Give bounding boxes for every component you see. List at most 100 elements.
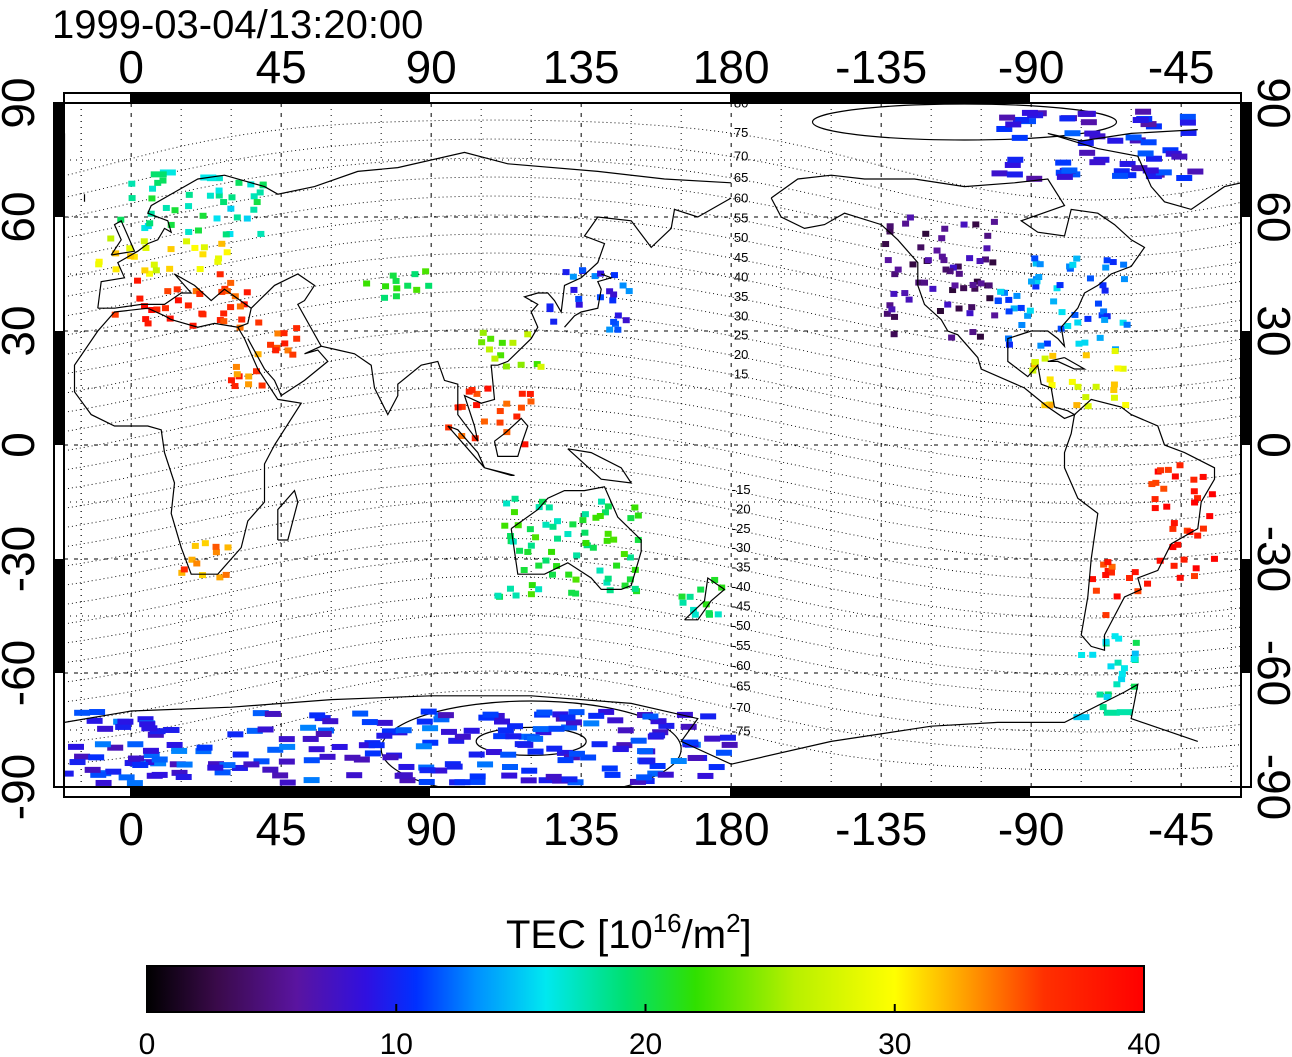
tec-pixel [510, 509, 518, 516]
mag-lat-label: -35 [732, 560, 751, 575]
tec-pixel [527, 398, 535, 405]
tec-pixel [97, 725, 114, 732]
tec-pixel [175, 773, 192, 780]
coastline [567, 448, 633, 484]
tec-pixel [111, 311, 119, 318]
tec-pixel [498, 339, 506, 346]
tec-pixel [161, 305, 169, 312]
tec-pixel [188, 556, 196, 563]
tec-pixel [94, 741, 111, 748]
tec-pixel [1096, 334, 1104, 341]
tec-pixel [1171, 153, 1188, 160]
tec-pixel [126, 245, 134, 252]
tec-pixel [382, 754, 399, 761]
tec-pixel [1162, 147, 1179, 154]
mag-lat-line [64, 461, 1241, 543]
tec-pixel [184, 302, 192, 309]
tec-pixel [64, 770, 74, 777]
tec-pixel [216, 271, 224, 278]
tec-pixel [289, 351, 297, 358]
tec-pixel [518, 390, 526, 397]
tec-pixel [1010, 305, 1018, 312]
tec-pixel [582, 539, 590, 546]
tec-pixel [501, 522, 509, 529]
tec-pixel [469, 778, 486, 785]
tec-pixel [154, 179, 162, 186]
tec-pixel [888, 306, 896, 313]
tec-pixel [556, 749, 573, 756]
tec-pixel [697, 586, 705, 593]
tec-pixel [537, 363, 545, 370]
tec-pixel [568, 750, 585, 757]
tec-pixel [458, 433, 466, 440]
tec-pixel [1005, 308, 1013, 315]
tec-pixel [533, 361, 541, 368]
tec-pixel [1119, 319, 1127, 326]
tec-pixel [219, 762, 236, 769]
colorbar-tick-label: 10 [380, 1028, 413, 1057]
tec-pixel [1006, 171, 1023, 178]
tec-pixel [318, 727, 335, 734]
mag-lat-label: -65 [732, 679, 751, 694]
lon-tick-top: 135 [543, 41, 620, 93]
tec-pixel [891, 313, 899, 320]
tec-pixel [303, 777, 320, 784]
tec-pixel [232, 363, 240, 370]
tec-pixel [128, 180, 136, 187]
tec-pixel [199, 212, 207, 219]
tec-pixel [1079, 149, 1096, 156]
tec-pixel [150, 171, 167, 178]
tec-pixel [1119, 365, 1127, 372]
tec-pixel [969, 329, 977, 336]
tec-pixel [991, 312, 999, 319]
tec-pixel [657, 771, 674, 778]
tec-pixel [924, 257, 932, 264]
tec-pixel [382, 283, 390, 290]
tec-pixel [199, 572, 207, 579]
tec-pixel [535, 562, 543, 569]
tec-pixel [1081, 339, 1089, 346]
tec-pixel [195, 748, 212, 755]
tec-pixel [650, 718, 667, 725]
tec-pixel [1155, 169, 1172, 176]
tec-pixel [1120, 665, 1128, 672]
tec-pixel [300, 724, 317, 731]
tec-pixel [1187, 168, 1204, 175]
tec-pixel [601, 765, 618, 772]
tec-pixel [1086, 275, 1094, 282]
tec-pixel [682, 739, 699, 746]
map-title: 1999-03-04/13:20:00 [52, 3, 423, 47]
tec-pixel [697, 772, 714, 779]
tec-pixel [494, 592, 502, 599]
tec-pixel [227, 205, 235, 212]
tec-pixel [538, 777, 555, 784]
tec-pixel [1199, 473, 1207, 480]
tec-pixel [942, 266, 950, 273]
coastline [770, 174, 1146, 420]
tec-pixel [542, 521, 550, 528]
tec-pixel [649, 732, 666, 739]
tec-pixel [627, 515, 635, 522]
tec-pixel [1101, 287, 1109, 294]
tec-pixel [1055, 159, 1072, 166]
tec-pixel [1101, 316, 1109, 323]
lat-tick-right: 0 [1248, 432, 1292, 458]
tec-pixel [1084, 403, 1092, 410]
tec-pixel [933, 247, 941, 254]
tec-pixel [163, 726, 180, 733]
tec-pixel [1194, 532, 1202, 539]
tec-pixel [183, 238, 191, 245]
tec-pixel [220, 318, 228, 325]
tec-pixel [985, 282, 993, 289]
tec-pixel [1176, 574, 1184, 581]
tec-pixel [1031, 362, 1039, 369]
tec-pixel [676, 711, 693, 718]
tec-pixel [247, 181, 255, 188]
tec-pixel [437, 712, 454, 719]
tec-pixel [580, 754, 597, 761]
tec-pixel [118, 774, 135, 781]
tec-pixel [191, 244, 199, 251]
tec-pixel [250, 206, 258, 213]
tec-pixel [146, 270, 154, 277]
tec-pixel [90, 771, 107, 778]
